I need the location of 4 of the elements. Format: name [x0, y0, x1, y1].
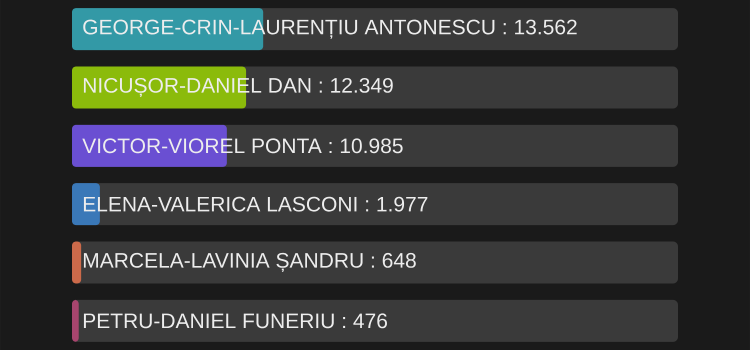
data-label: PETRU-DANIEL FUNERIU : 476	[84, 313, 387, 328]
bar	[72, 300, 79, 342]
bar	[72, 241, 82, 284]
data-label: MARCELA-LAVINIA ȘANDRU : 648	[84, 252, 416, 272]
